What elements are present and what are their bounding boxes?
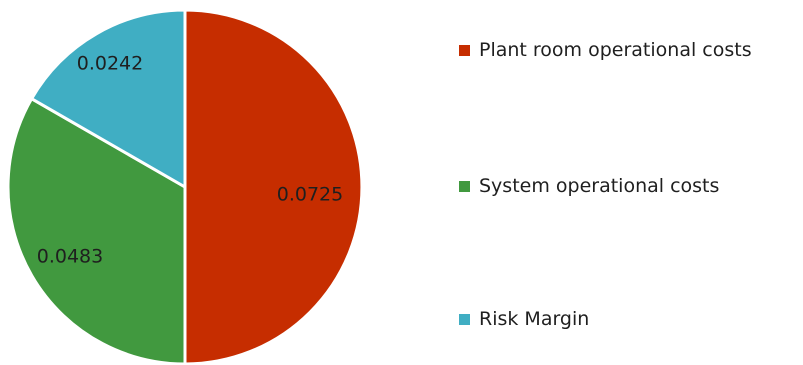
legend-item-risk-margin: Risk Margin xyxy=(459,307,589,331)
legend-swatch xyxy=(459,44,470,56)
pie-slice xyxy=(6,97,187,365)
pie-slices xyxy=(6,8,364,365)
legend-label: Risk Margin xyxy=(479,308,590,330)
pie-slice-value-label: 0.0483 xyxy=(37,246,103,268)
pie-slice-value-label: 0.0725 xyxy=(277,184,343,206)
legend: Plant room operational costs System oper… xyxy=(459,0,803,365)
legend-swatch xyxy=(459,313,470,325)
legend-item-system: System operational costs xyxy=(459,174,719,198)
legend-swatch xyxy=(459,180,470,192)
pie-slice-labels: 0.0725 0.0483 0.0242 xyxy=(37,53,343,268)
legend-label: System operational costs xyxy=(479,175,720,197)
pie-slice xyxy=(183,8,364,365)
pie-slice-value-label: 0.0242 xyxy=(77,53,143,75)
pie-svg: 0.0725 0.0483 0.0242 xyxy=(6,8,364,365)
legend-label: Plant room operational costs xyxy=(479,39,752,61)
pie-slice xyxy=(30,8,187,189)
legend-item-plant-room: Plant room operational costs xyxy=(459,38,752,62)
